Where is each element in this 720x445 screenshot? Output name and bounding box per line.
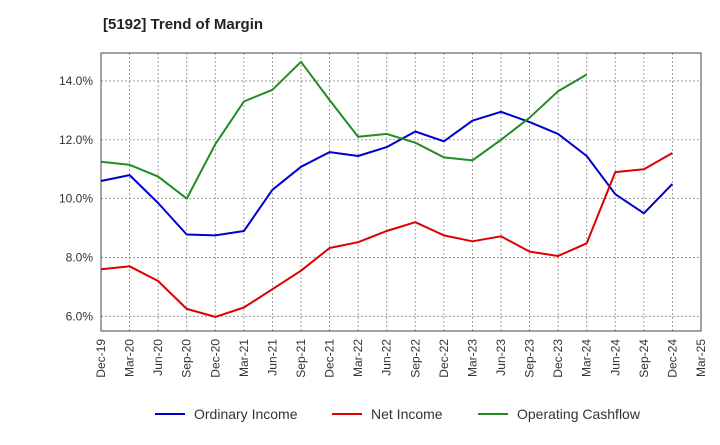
series-line-ordinary-income (100, 110, 674, 237)
legend-item-net-income: Net Income (332, 406, 443, 422)
x-tick-label: Mar-22 (351, 339, 365, 377)
x-tick-label: Mar-24 (580, 339, 594, 377)
legend-label: Ordinary Income (194, 406, 298, 422)
x-tick-label: Jun-21 (265, 339, 279, 376)
legend-label: Operating Cashflow (517, 406, 641, 422)
x-tick-label: Sep-24 (637, 339, 651, 378)
x-tick-label: Jun-24 (608, 339, 622, 376)
series-line-net-income (100, 152, 673, 318)
x-tick-label: Dec-24 (665, 339, 679, 378)
x-tick-label: Mar-25 (694, 339, 708, 377)
plot-border (100, 52, 702, 332)
y-tick-label: 14.0% (59, 74, 93, 88)
x-tick-label: Sep-22 (408, 339, 422, 378)
y-tick-label: 8.0% (66, 250, 94, 264)
x-tick-label: Dec-19 (94, 339, 108, 378)
legend-item-operating-cashflow: Operating Cashflow (478, 406, 641, 422)
y-tick-label: 12.0% (59, 133, 93, 147)
x-tick-label: Sep-23 (523, 339, 537, 378)
x-tick-label: Jun-22 (380, 339, 394, 376)
x-tick-label: Dec-20 (208, 339, 222, 378)
x-tick-label: Dec-23 (551, 339, 565, 378)
y-tick-label: 6.0% (66, 309, 94, 323)
legend-item-ordinary-income: Ordinary Income (155, 406, 298, 422)
legend-label: Net Income (371, 406, 443, 422)
x-tick-label: Mar-23 (465, 339, 479, 377)
x-tick-label: Sep-21 (294, 339, 308, 378)
x-tick-label: Dec-22 (437, 339, 451, 378)
x-tick-label: Jun-20 (151, 339, 165, 376)
series-layer (100, 60, 674, 318)
grid-layer (100, 53, 702, 331)
x-tick-label: Dec-21 (323, 339, 337, 378)
plot-area (101, 53, 701, 331)
axis-layer: 6.0% 8.0% 10.0% 12.0% 14.0% Dec-19 Mar-20 Jun-2… (59, 52, 708, 378)
x-tick-label: Jun-23 (494, 339, 508, 376)
series-line-operating-cashflow (100, 60, 588, 200)
x-tick-label: Mar-20 (123, 339, 137, 377)
chart-title: [5192] Trend of Margin (103, 16, 264, 33)
y-tick-label: 10.0% (59, 192, 93, 206)
legend-layer: Ordinary Income Net Income Operating Cashf… (155, 406, 641, 422)
x-tick-label: Mar-21 (237, 339, 251, 377)
x-tick-label: Sep-20 (180, 339, 194, 378)
